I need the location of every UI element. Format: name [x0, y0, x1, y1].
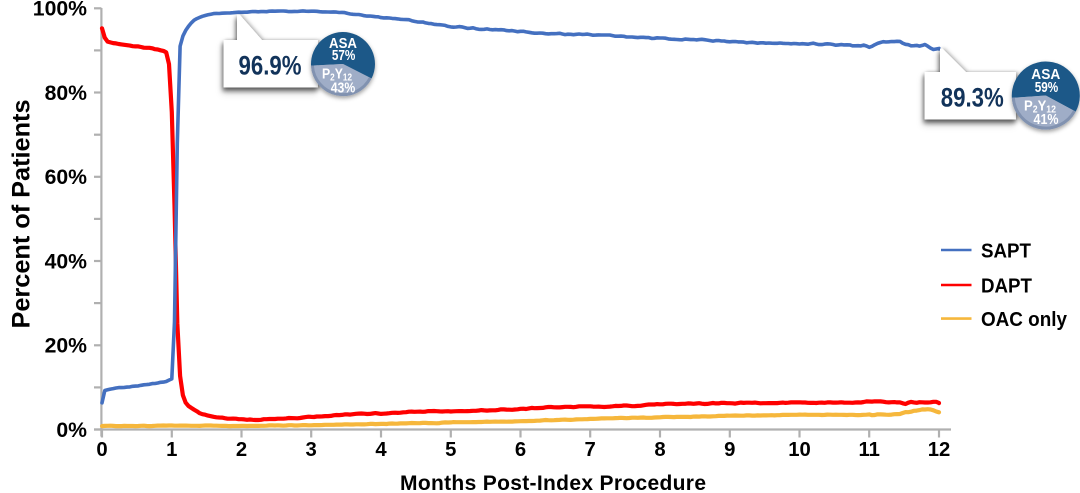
svg-text:DAPT: DAPT [981, 274, 1032, 297]
svg-text:2: 2 [236, 439, 247, 461]
svg-text:SAPT: SAPT [981, 239, 1031, 262]
svg-text:3: 3 [306, 439, 317, 461]
svg-text:41%: 41% [1034, 112, 1059, 128]
svg-text:5: 5 [445, 439, 456, 461]
svg-text:20%: 20% [45, 335, 88, 358]
svg-text:ASA: ASA [1031, 67, 1060, 83]
svg-text:10: 10 [788, 439, 811, 461]
svg-text:OAC only: OAC only [981, 308, 1068, 331]
svg-text:8: 8 [654, 439, 665, 461]
svg-text:100%: 100% [33, 0, 87, 21]
svg-text:0%: 0% [56, 419, 87, 442]
svg-text:6: 6 [515, 439, 526, 461]
svg-text:1: 1 [166, 439, 177, 461]
svg-text:7: 7 [585, 439, 596, 461]
svg-text:4: 4 [375, 439, 387, 461]
svg-text:Months Post-Index Procedure: Months Post-Index Procedure [400, 472, 706, 493]
svg-text:9: 9 [724, 439, 735, 461]
svg-text:ASA: ASA [329, 36, 357, 52]
svg-text:43%: 43% [331, 80, 356, 96]
svg-text:40%: 40% [45, 250, 88, 273]
svg-text:0: 0 [96, 439, 107, 461]
svg-text:80%: 80% [45, 82, 88, 105]
svg-text:11: 11 [858, 439, 879, 461]
svg-text:96.9%: 96.9% [239, 51, 302, 81]
svg-text:57%: 57% [332, 48, 356, 64]
svg-text:60%: 60% [45, 166, 88, 189]
svg-text:12: 12 [928, 439, 951, 461]
svg-text:89.3%: 89.3% [941, 83, 1004, 113]
svg-text:Percent of Patients: Percent of Patients [8, 100, 36, 329]
svg-text:59%: 59% [1035, 80, 1059, 96]
